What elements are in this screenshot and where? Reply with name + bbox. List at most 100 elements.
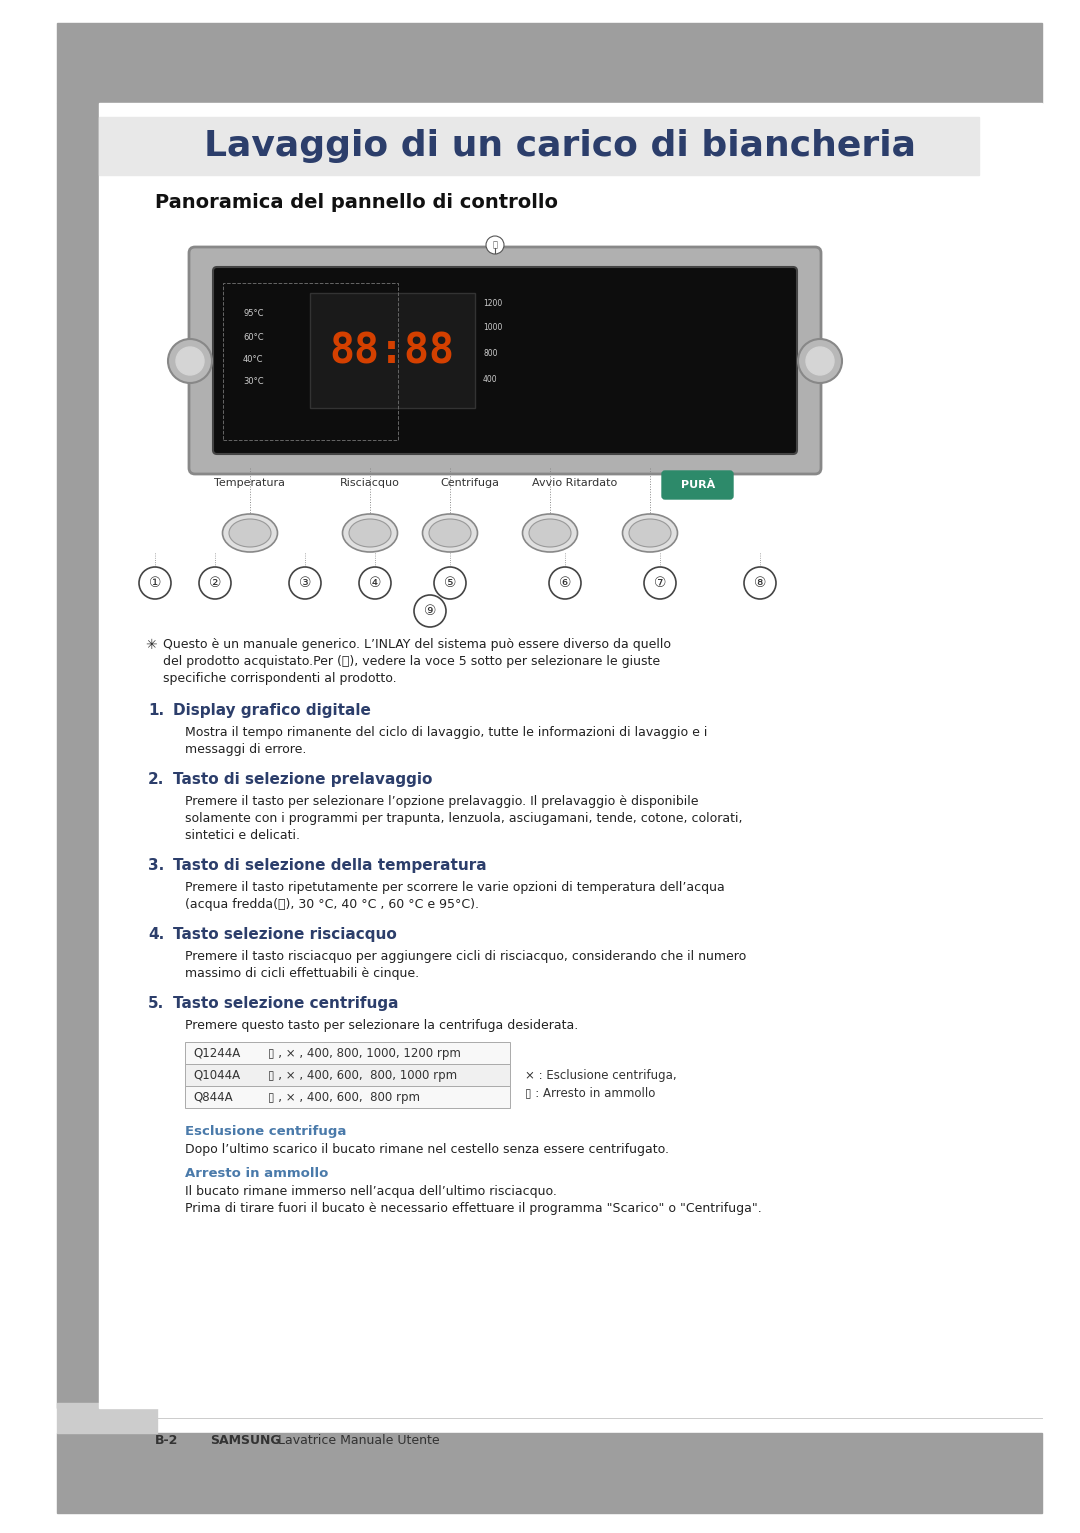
Circle shape (199, 567, 231, 599)
Text: del prodotto acquistato.Per (Ⓜ), vedere la voce 5 sotto per selezionare le giust: del prodotto acquistato.Per (Ⓜ), vedere … (163, 655, 660, 668)
Text: Avvio Ritardato: Avvio Ritardato (532, 478, 618, 487)
Ellipse shape (622, 514, 677, 552)
Text: Premere il tasto risciacquo per aggiungere cicli di risciacquo, considerando che: Premere il tasto risciacquo per aggiunge… (185, 950, 746, 963)
Text: (acqua fredda(内), 30 °C, 40 °C , 60 °C e 95°C).: (acqua fredda(内), 30 °C, 40 °C , 60 °C e… (185, 898, 480, 911)
Text: ▯ , ⨯ , 400, 600,  800, 1000 rpm: ▯ , ⨯ , 400, 600, 800, 1000 rpm (268, 1069, 457, 1081)
Bar (57, 1403, 157, 1433)
Text: 5.: 5. (148, 996, 164, 1010)
Text: ①: ① (149, 576, 161, 590)
Ellipse shape (342, 514, 397, 552)
Text: Ⓐ: Ⓐ (492, 241, 498, 250)
Text: Questo è un manuale generico. L’INLAY del sistema può essere diverso da quello: Questo è un manuale generico. L’INLAY de… (163, 638, 671, 652)
Circle shape (486, 236, 504, 254)
Ellipse shape (429, 520, 471, 547)
Text: Temperatura: Temperatura (215, 478, 285, 487)
Text: B-2: B-2 (156, 1435, 178, 1447)
Text: 1.: 1. (148, 704, 164, 717)
Text: Tasto di selezione della temperatura: Tasto di selezione della temperatura (173, 858, 487, 872)
Text: 60°C: 60°C (243, 334, 264, 342)
Text: PURÀ: PURÀ (680, 480, 715, 491)
Ellipse shape (422, 514, 477, 552)
Circle shape (549, 567, 581, 599)
Text: Tasto di selezione prelavaggio: Tasto di selezione prelavaggio (173, 773, 432, 786)
Text: ④: ④ (368, 576, 381, 590)
Text: Lavatrice Manuale Utente: Lavatrice Manuale Utente (278, 1435, 440, 1447)
Text: ▯ , ⨯ , 400, 800, 1000, 1200 rpm: ▯ , ⨯ , 400, 800, 1000, 1200 rpm (268, 1047, 461, 1059)
Text: Prima di tirare fuori il bucato è necessario effettuare il programma "Scarico" o: Prima di tirare fuori il bucato è necess… (185, 1202, 761, 1216)
FancyBboxPatch shape (662, 471, 733, 500)
Circle shape (744, 567, 777, 599)
Bar (185, 1064, 510, 1085)
Circle shape (289, 567, 321, 599)
Text: solamente con i programmi per trapunta, lenzuola, asciugamani, tende, cotone, co: solamente con i programmi per trapunta, … (185, 812, 743, 825)
Text: Mostra il tempo rimanente del ciclo di lavaggio, tutte le informazioni di lavagg: Mostra il tempo rimanente del ciclo di l… (185, 727, 707, 739)
Circle shape (359, 567, 391, 599)
Text: Premere il tasto per selezionare l’opzione prelavaggio. Il prelavaggio è disponi: Premere il tasto per selezionare l’opzio… (185, 796, 699, 808)
FancyBboxPatch shape (213, 267, 797, 454)
Text: 88:88: 88:88 (329, 330, 455, 373)
Circle shape (139, 567, 171, 599)
Text: messaggi di errore.: messaggi di errore. (185, 744, 307, 756)
Text: Premere il tasto ripetutamente per scorrere le varie opzioni di temperatura dell: Premere il tasto ripetutamente per scorr… (185, 881, 725, 894)
Ellipse shape (229, 520, 271, 547)
Text: 400: 400 (483, 376, 498, 385)
Text: Esclusione centrifuga: Esclusione centrifuga (185, 1125, 347, 1137)
Text: ⨯ : Esclusione centrifuga,: ⨯ : Esclusione centrifuga, (525, 1069, 677, 1081)
Text: 1200: 1200 (483, 299, 502, 308)
Text: Q844A: Q844A (193, 1090, 232, 1104)
Bar (57, 1433, 1042, 1513)
Text: 40°C: 40°C (243, 356, 264, 365)
Text: Lavaggio di un carico di biancheria: Lavaggio di un carico di biancheria (204, 129, 916, 162)
Text: 3.: 3. (148, 858, 164, 872)
Circle shape (806, 346, 834, 376)
Text: massimo di cicli effettuabili è cinque.: massimo di cicli effettuabili è cinque. (185, 967, 419, 980)
Circle shape (168, 339, 212, 383)
Text: 4.: 4. (148, 927, 164, 941)
Bar (185, 1085, 510, 1108)
Circle shape (414, 595, 446, 627)
Text: Centrifuga: Centrifuga (441, 478, 499, 487)
Text: Display grafico digitale: Display grafico digitale (173, 704, 370, 717)
Circle shape (798, 339, 842, 383)
Ellipse shape (349, 520, 391, 547)
Text: Risciacquo: Risciacquo (340, 478, 400, 487)
Text: ▯ : Arresto in ammollo: ▯ : Arresto in ammollo (525, 1087, 656, 1099)
Text: sintetici e delicati.: sintetici e delicati. (185, 829, 300, 842)
Text: ⑥: ⑥ (558, 576, 571, 590)
Text: ▯ , ⨯ , 400, 600,  800 rpm: ▯ , ⨯ , 400, 600, 800 rpm (268, 1090, 420, 1104)
Text: Tasto selezione risciacquo: Tasto selezione risciacquo (173, 927, 396, 941)
Ellipse shape (629, 520, 671, 547)
Text: Il bucato rimane immerso nell’acqua dell’ultimo risciacquo.: Il bucato rimane immerso nell’acqua dell… (185, 1185, 557, 1197)
Circle shape (434, 567, 465, 599)
Bar (185, 1042, 510, 1064)
Bar (57, 103, 99, 1407)
Text: ⑨: ⑨ (423, 604, 436, 618)
Bar (99, 103, 1042, 1407)
Text: Q1044A: Q1044A (193, 1069, 240, 1081)
Text: Q1244A: Q1244A (193, 1047, 240, 1059)
Text: 2.: 2. (148, 773, 164, 786)
Circle shape (176, 346, 204, 376)
Circle shape (644, 567, 676, 599)
Text: SAMSUNG: SAMSUNG (210, 1435, 281, 1447)
Text: ③: ③ (299, 576, 311, 590)
Text: Panoramica del pannello di controllo: Panoramica del pannello di controllo (156, 193, 558, 213)
Text: Tasto selezione centrifuga: Tasto selezione centrifuga (173, 996, 399, 1010)
Text: ⑤: ⑤ (444, 576, 456, 590)
Text: ②: ② (208, 576, 221, 590)
Bar (310, 293, 475, 408)
Text: Arresto in ammollo: Arresto in ammollo (185, 1167, 328, 1180)
Text: 30°C: 30°C (243, 377, 264, 386)
Bar (99, 117, 978, 175)
Text: ⑧: ⑧ (754, 576, 766, 590)
Text: 95°C: 95°C (243, 308, 264, 317)
Text: specifiche corrispondenti al prodotto.: specifiche corrispondenti al prodotto. (163, 671, 396, 685)
FancyBboxPatch shape (189, 247, 821, 474)
Text: 1000: 1000 (483, 323, 502, 333)
Text: ⑦: ⑦ (653, 576, 666, 590)
Text: 800: 800 (483, 348, 498, 357)
Text: Dopo l’ultimo scarico il bucato rimane nel cestello senza essere centrifugato.: Dopo l’ultimo scarico il bucato rimane n… (185, 1144, 669, 1156)
Text: ✳: ✳ (145, 638, 157, 652)
Ellipse shape (523, 514, 578, 552)
Ellipse shape (222, 514, 278, 552)
